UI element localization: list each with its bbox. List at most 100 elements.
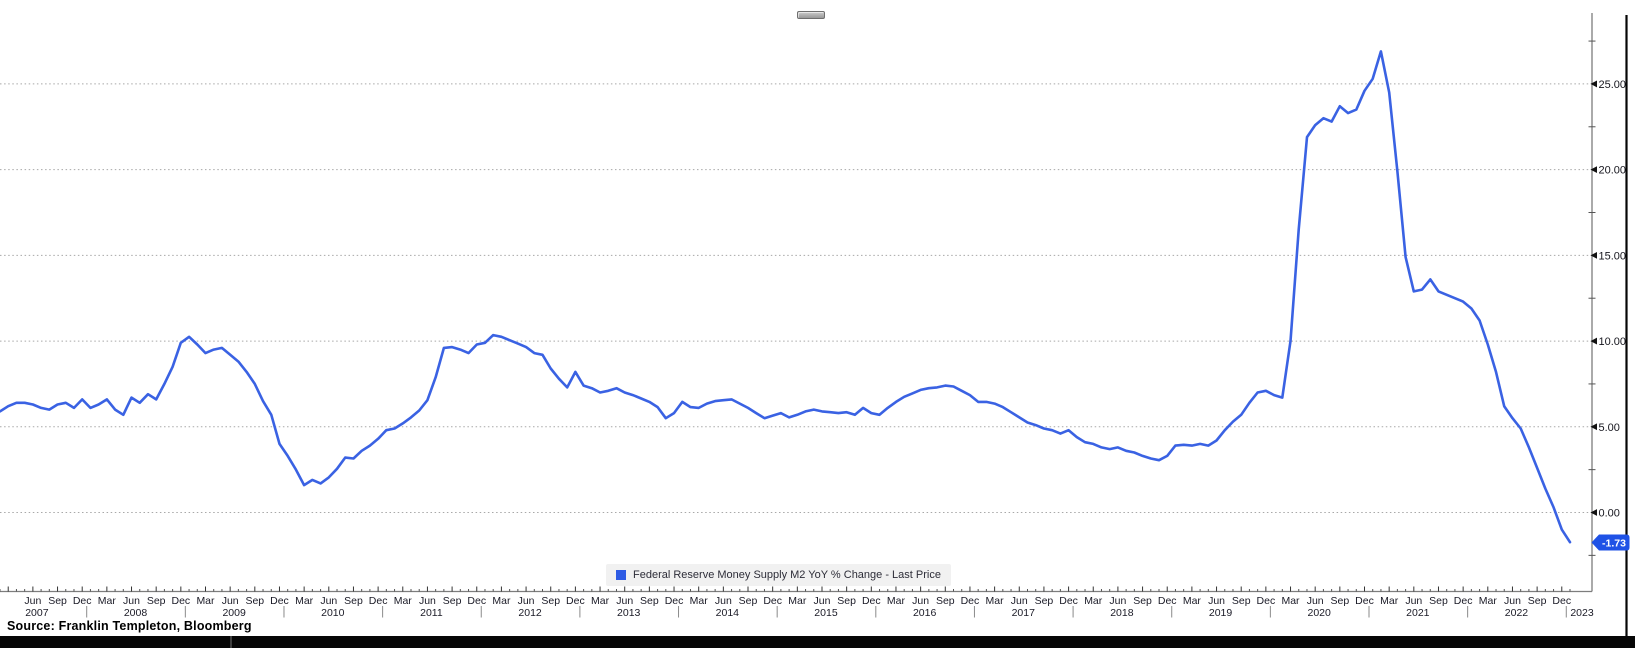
chart-legend: Federal Reserve Money Supply M2 YoY % Ch… xyxy=(606,564,951,586)
svg-text:2010: 2010 xyxy=(321,607,345,619)
svg-text:Jun: Jun xyxy=(419,595,436,607)
svg-text:Jun: Jun xyxy=(222,595,239,607)
svg-text:Mar: Mar xyxy=(1281,595,1300,607)
svg-text:Dec: Dec xyxy=(1454,595,1473,607)
svg-text:Dec: Dec xyxy=(665,595,684,607)
svg-text:Jun: Jun xyxy=(715,595,732,607)
svg-text:Dec: Dec xyxy=(566,595,585,607)
svg-text:2008: 2008 xyxy=(124,607,148,619)
svg-text:Jun: Jun xyxy=(912,595,929,607)
svg-text:Jun: Jun xyxy=(1307,595,1324,607)
svg-text:2011: 2011 xyxy=(420,607,443,619)
svg-text:Dec: Dec xyxy=(1257,595,1276,607)
svg-text:Jun: Jun xyxy=(1208,595,1225,607)
svg-text:Dec: Dec xyxy=(467,595,486,607)
svg-text:2016: 2016 xyxy=(913,607,937,619)
svg-text:Mar: Mar xyxy=(690,595,709,607)
svg-text:20.00: 20.00 xyxy=(1599,165,1627,177)
svg-text:Sep: Sep xyxy=(640,595,659,607)
svg-text:Mar: Mar xyxy=(1479,595,1498,607)
svg-text:Dec: Dec xyxy=(1158,595,1177,607)
svg-text:Jun: Jun xyxy=(123,595,140,607)
svg-text:Jun: Jun xyxy=(1109,595,1126,607)
svg-text:2020: 2020 xyxy=(1308,607,1332,619)
svg-text:Dec: Dec xyxy=(763,595,782,607)
y-axis: 0.00 5.00 10.00 15.00 20.00 25.00 xyxy=(1588,13,1627,592)
legend-swatch-icon xyxy=(616,570,626,580)
svg-text:2022: 2022 xyxy=(1505,607,1529,619)
legend-label: Federal Reserve Money Supply M2 YoY % Ch… xyxy=(633,569,941,581)
svg-text:Mar: Mar xyxy=(196,595,215,607)
svg-text:0.00: 0.00 xyxy=(1599,508,1620,520)
svg-text:Sep: Sep xyxy=(837,595,856,607)
svg-text:Dec: Dec xyxy=(171,595,190,607)
svg-text:2014: 2014 xyxy=(716,607,740,619)
svg-text:Jun: Jun xyxy=(1504,595,1521,607)
svg-text:Sep: Sep xyxy=(48,595,67,607)
last-price-value: -1.73 xyxy=(1602,538,1626,550)
svg-text:Sep: Sep xyxy=(1429,595,1448,607)
svg-text:Jun: Jun xyxy=(320,595,337,607)
svg-text:Mar: Mar xyxy=(394,595,413,607)
svg-text:Jun: Jun xyxy=(24,595,41,607)
svg-text:2021: 2021 xyxy=(1406,607,1430,619)
svg-text:Dec: Dec xyxy=(73,595,92,607)
svg-text:Sep: Sep xyxy=(739,595,758,607)
svg-text:Dec: Dec xyxy=(1059,595,1078,607)
svg-text:Sep: Sep xyxy=(344,595,363,607)
bottom-bar-divider xyxy=(230,636,232,648)
svg-text:Sep: Sep xyxy=(1133,595,1152,607)
svg-text:Dec: Dec xyxy=(369,595,388,607)
svg-text:2023: 2023 xyxy=(1570,607,1594,619)
svg-text:Sep: Sep xyxy=(1528,595,1547,607)
source-attribution: Source: Franklin Templeton, Bloomberg xyxy=(7,619,252,633)
svg-text:Sep: Sep xyxy=(1035,595,1054,607)
svg-text:Dec: Dec xyxy=(270,595,289,607)
svg-text:2018: 2018 xyxy=(1110,607,1134,619)
svg-text:Sep: Sep xyxy=(1232,595,1251,607)
svg-text:Sep: Sep xyxy=(541,595,560,607)
svg-text:Jun: Jun xyxy=(814,595,831,607)
svg-text:2007: 2007 xyxy=(25,607,49,619)
svg-text:15.00: 15.00 xyxy=(1599,250,1627,262)
svg-text:Sep: Sep xyxy=(1330,595,1349,607)
svg-text:Dec: Dec xyxy=(1355,595,1374,607)
svg-text:Dec: Dec xyxy=(1552,595,1571,607)
last-price-badge: -1.73 xyxy=(1591,534,1630,551)
svg-text:5.00: 5.00 xyxy=(1599,422,1620,434)
svg-text:Mar: Mar xyxy=(1183,595,1202,607)
svg-text:2012: 2012 xyxy=(518,607,542,619)
svg-text:Sep: Sep xyxy=(245,595,264,607)
m2-line-series xyxy=(0,50,1572,544)
svg-text:Dec: Dec xyxy=(961,595,980,607)
svg-text:Mar: Mar xyxy=(986,595,1005,607)
svg-text:2017: 2017 xyxy=(1012,607,1036,619)
svg-text:Mar: Mar xyxy=(492,595,511,607)
svg-text:Mar: Mar xyxy=(1084,595,1103,607)
svg-text:Jun: Jun xyxy=(616,595,633,607)
svg-text:Jun: Jun xyxy=(518,595,535,607)
svg-text:Mar: Mar xyxy=(1380,595,1399,607)
x-axis: Jun Sep Dec Mar Jun Sep Dec Mar Jun Sep Dec Mar Jun S… xyxy=(0,586,1594,619)
svg-text:2013: 2013 xyxy=(617,607,641,619)
svg-text:Jun: Jun xyxy=(1405,595,1422,607)
svg-text:Sep: Sep xyxy=(443,595,462,607)
svg-text:Sep: Sep xyxy=(147,595,166,607)
svg-text:Mar: Mar xyxy=(887,595,906,607)
svg-text:10.00: 10.00 xyxy=(1599,336,1627,348)
svg-text:Sep: Sep xyxy=(936,595,955,607)
svg-text:Mar: Mar xyxy=(295,595,314,607)
scrollbar-thumb[interactable] xyxy=(797,11,825,19)
svg-text:Mar: Mar xyxy=(788,595,807,607)
svg-text:Mar: Mar xyxy=(591,595,610,607)
svg-text:25.00: 25.00 xyxy=(1599,79,1627,91)
gridlines xyxy=(0,83,1592,513)
bottom-black-bar xyxy=(0,636,1635,648)
svg-text:Jun: Jun xyxy=(1011,595,1028,607)
svg-text:2015: 2015 xyxy=(814,607,838,619)
last-price-badge-shape xyxy=(1591,534,1630,551)
svg-text:2009: 2009 xyxy=(222,607,246,619)
svg-text:Mar: Mar xyxy=(98,595,117,607)
